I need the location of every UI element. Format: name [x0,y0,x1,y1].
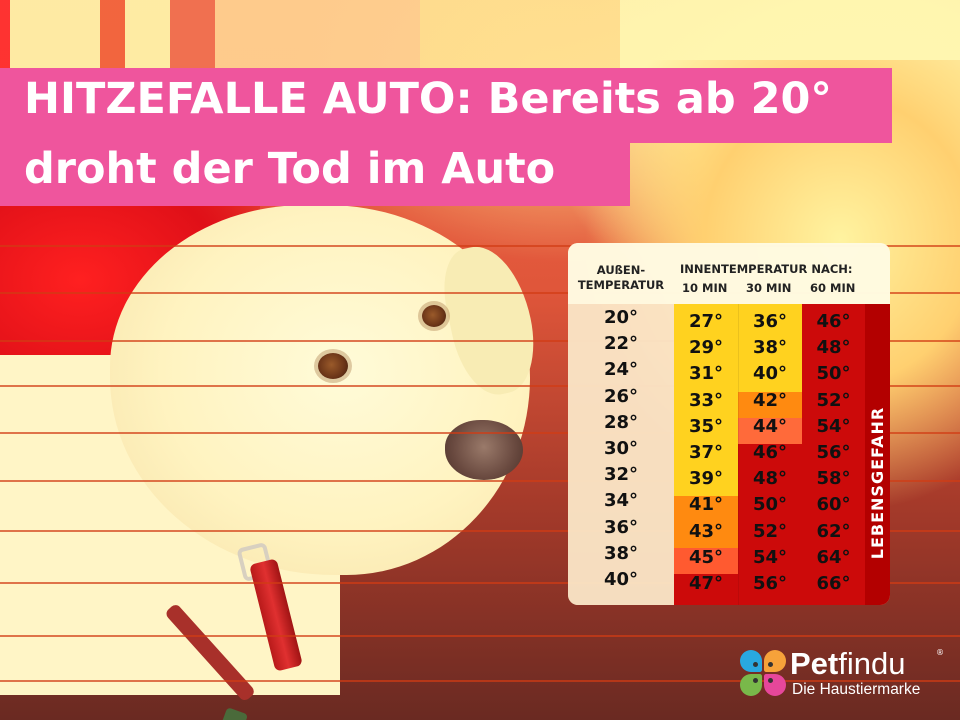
logo-wordmark: Petfindu [790,646,906,681]
temp-30-min-cell: 46° [752,442,788,463]
defroster-line [0,340,960,342]
temp-10-min-cell: 27° [688,311,724,332]
defroster-line [0,680,960,682]
temp-60-min-cell: 66° [816,573,851,594]
logo-petal-pink [764,674,786,696]
temp-30-min-cell: 36° [752,311,788,332]
outside-temp-cell: 40° [603,569,639,590]
defroster-line [0,635,960,637]
headline-line-1: HITZEFALLE AUTO: Bereits ab 20° [0,68,892,143]
temp-60-min-cell: 62° [816,520,851,542]
logo-petal-orange [764,650,786,672]
headline-line-2: droht der Tod im Auto [0,143,630,206]
outside-temp-cell: 24° [603,359,639,381]
temp-10-min-cell: 37° [688,442,724,463]
outside-temp-cell: 30° [603,438,639,459]
temp-10-min-cell: 47° [688,573,724,594]
header-30-min: 30 MIN [746,281,792,295]
temp-30-min-cell: 52° [752,520,788,542]
defroster-line [0,582,960,584]
outside-temp-cell: 32° [603,464,639,486]
temp-60-min-cell: 60° [816,494,851,516]
dog-eye-left [318,353,348,379]
defroster-line [0,245,960,247]
temp-10-min-cell: 29° [688,337,724,359]
temp-30-min-cell: 40° [752,363,788,385]
temp-60-min-cell: 46° [816,311,851,332]
danger-label: LEBENSGEFAHR [868,406,887,560]
dog-nose [445,420,523,480]
temp-10-min-cell: 31° [688,363,724,385]
outside-temperature-column [568,304,674,605]
temp-30-min-cell: 44° [752,415,788,437]
petfindu-logo[interactable]: Petfindu ® Die Haustiermarke [740,646,950,708]
danger-bar [865,304,890,605]
outside-temp-cell: 36° [603,516,639,538]
defroster-line [0,385,960,387]
temp-30-min-cell: 54° [752,546,788,568]
temp-30-min-cell: 38° [752,337,788,359]
temp-60-min-cell: 52° [816,389,851,411]
car-window-frame [0,0,960,70]
temp-10-min-cell: 45° [688,546,724,568]
temp-30-min-cell: 48° [752,468,788,490]
logo-petal-blue [740,650,762,672]
temp-60-min-cell: 48° [816,337,851,359]
header-inside-temperature: INNENTEMPERATUR NACH: [680,262,853,276]
column-10-min [674,304,738,605]
outside-temp-cell: 20° [603,307,639,328]
table-header: AUßEN- TEMPERATUR INNENTEMPERATUR NACH: … [568,243,890,304]
temp-60-min-cell: 56° [816,442,851,463]
header-10-min: 10 MIN [682,281,728,295]
defroster-line [0,480,960,482]
outside-temp-cell: 28° [603,411,639,433]
temp-10-min-cell: 39° [688,468,724,490]
header-60-min: 60 MIN [810,281,856,295]
temp-30-min-cell: 56° [752,573,788,594]
temp-60-min-cell: 50° [816,363,851,385]
outside-temp-cell: 22° [603,333,639,355]
temp-30-min-cell: 42° [752,389,788,411]
dog-tag [217,707,249,720]
registered-mark: ® [936,648,944,657]
outside-temp-cell: 34° [603,490,639,512]
dog-eye-right [422,305,446,327]
outside-temp-cell: 38° [603,542,639,564]
temperature-table: AUßEN- TEMPERATUR INNENTEMPERATUR NACH: … [568,243,890,605]
temp-10-min-cell: 43° [688,520,724,542]
defroster-line [0,432,960,434]
temp-60-min-cell: 54° [816,415,851,437]
outside-temp-cell: 26° [603,385,639,407]
column-30-min [738,304,802,605]
temp-10-min-cell: 41° [688,494,724,516]
logo-tagline: Die Haustiermarke [792,681,921,698]
defroster-line [0,530,960,532]
temp-10-min-cell: 35° [688,415,724,437]
temp-60-min-cell: 64° [816,546,851,568]
header-outside-temperature: AUßEN- TEMPERATUR [577,263,665,292]
defroster-line [0,292,960,294]
logo-petal-green [740,674,762,696]
column-60-min [802,304,865,605]
temp-10-min-cell: 33° [688,389,724,411]
temp-60-min-cell: 58° [816,468,851,490]
temp-30-min-cell: 50° [752,494,788,516]
